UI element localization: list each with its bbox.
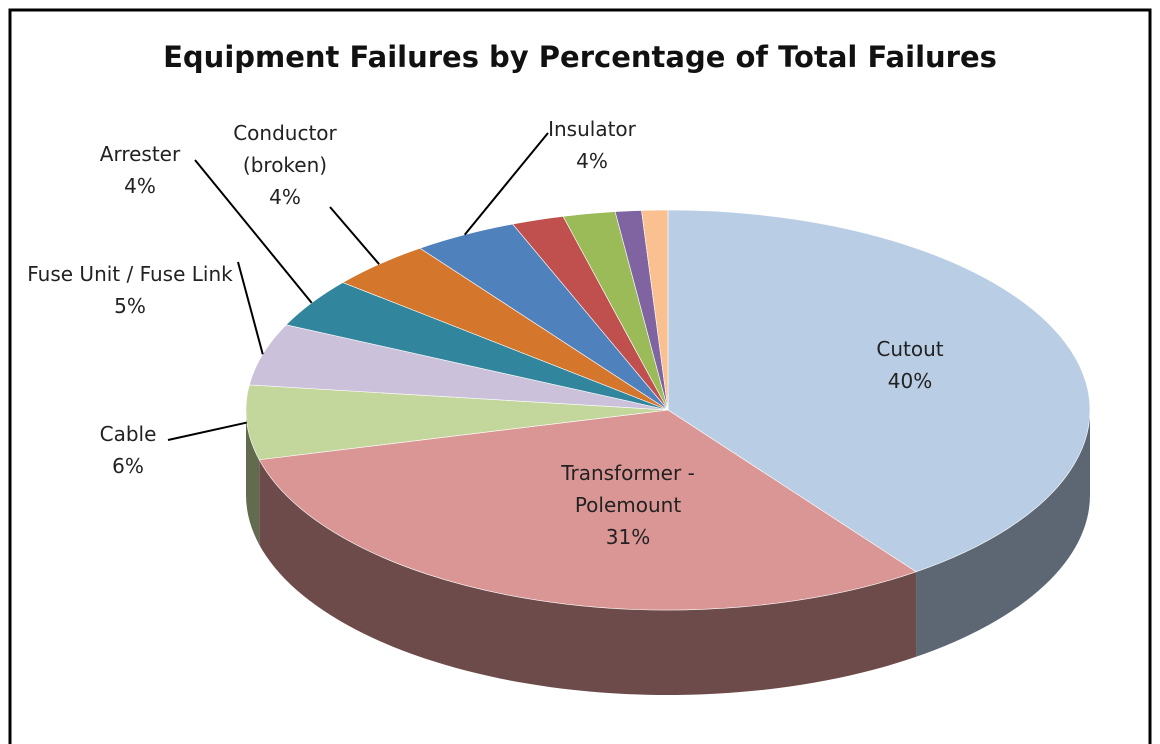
leader-line bbox=[237, 261, 264, 355]
value-label: 6% bbox=[112, 454, 144, 478]
value-label: 31% bbox=[605, 525, 651, 549]
value-label: 4% bbox=[269, 185, 301, 209]
slice-label: Arrester 4% bbox=[85, 138, 195, 202]
chart-title: Equipment Failures by Percentage of Tota… bbox=[163, 40, 997, 74]
category-label: Cable bbox=[99, 422, 157, 446]
category-label: Fuse Unit / Fuse Link bbox=[27, 262, 233, 286]
leader-line bbox=[463, 132, 549, 236]
category-label: Transformer - Polemount bbox=[561, 461, 695, 517]
leader-line bbox=[329, 206, 380, 265]
value-label: 4% bbox=[576, 149, 608, 173]
slice-label: Insulator 4% bbox=[532, 113, 652, 177]
slice-side bbox=[246, 410, 260, 545]
slice bbox=[258, 409, 917, 611]
category-label: Insulator bbox=[548, 117, 636, 141]
category-label: Arrester bbox=[99, 142, 181, 166]
slice-label: Fuse Unit / Fuse Link 5% bbox=[23, 258, 238, 322]
category-label: Cutout bbox=[876, 337, 944, 361]
slice-label: Conductor (broken) 4% bbox=[220, 117, 350, 213]
slice-label: Transformer - Polemount 31% bbox=[548, 457, 708, 553]
category-label: Conductor (broken) bbox=[233, 121, 337, 177]
leader-line bbox=[194, 159, 313, 304]
value-label: 5% bbox=[114, 294, 146, 318]
slice bbox=[667, 209, 1091, 573]
leader-line bbox=[167, 421, 248, 441]
slice-label: Cable 6% bbox=[78, 418, 178, 482]
slice-side bbox=[259, 459, 917, 695]
value-label: 40% bbox=[887, 369, 933, 393]
slice bbox=[641, 209, 669, 411]
value-label: 4% bbox=[124, 174, 156, 198]
slice-side bbox=[916, 410, 1090, 657]
slice bbox=[245, 384, 669, 461]
slice-label: Cutout 40% bbox=[850, 333, 970, 397]
